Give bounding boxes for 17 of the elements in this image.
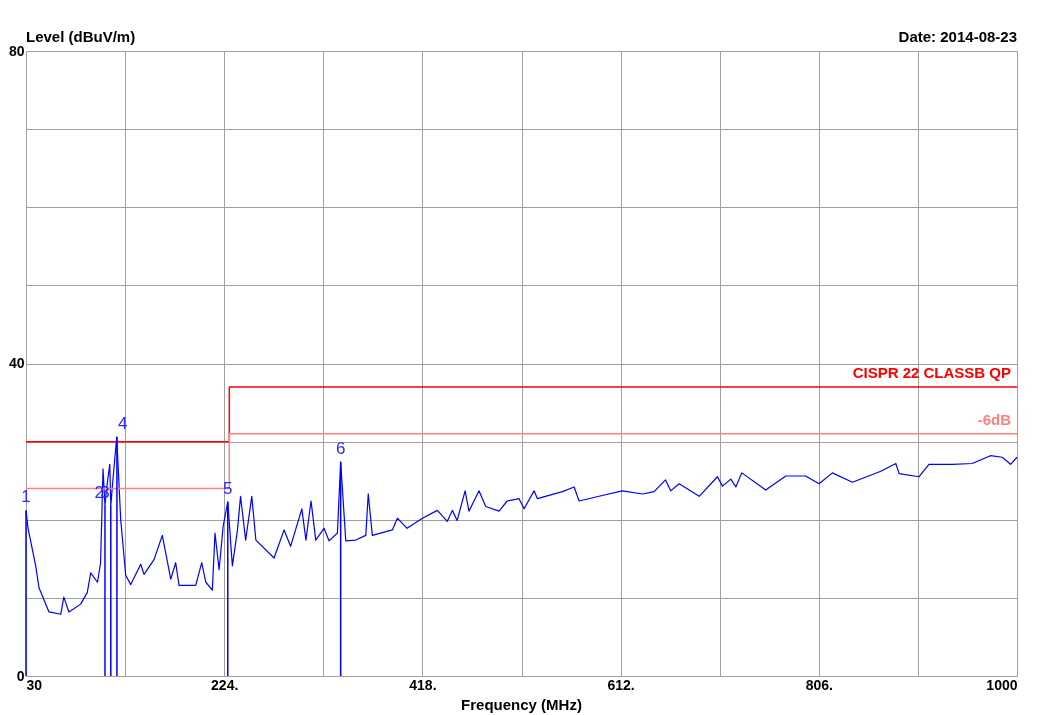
y-axis-title: Level (dBuV/m) xyxy=(26,28,136,45)
text: Date: 2014-08-23 xyxy=(898,28,1017,45)
y-tick-label: 40 xyxy=(8,355,25,371)
x-tick-label: 224. xyxy=(211,676,239,693)
x-tick-label: 1000 xyxy=(986,676,1018,693)
annotation: 1 xyxy=(21,487,31,507)
series-label: CISPR 22 CLASSB QP xyxy=(852,363,1011,381)
x-tick-label: 806. xyxy=(805,676,833,693)
x-tick-label: 612. xyxy=(607,676,635,693)
annotation: 6 xyxy=(335,438,346,458)
annotation: 4 xyxy=(117,413,128,433)
y-tick-label: 0 xyxy=(16,667,25,684)
x-tick-label: 418. xyxy=(409,676,437,693)
x-axis-title: Frequency (MHz) xyxy=(461,696,582,713)
x-tick-label: 30 xyxy=(26,676,43,693)
series-label: -6dB xyxy=(977,410,1012,428)
y-tick-label: 80 xyxy=(8,42,25,59)
